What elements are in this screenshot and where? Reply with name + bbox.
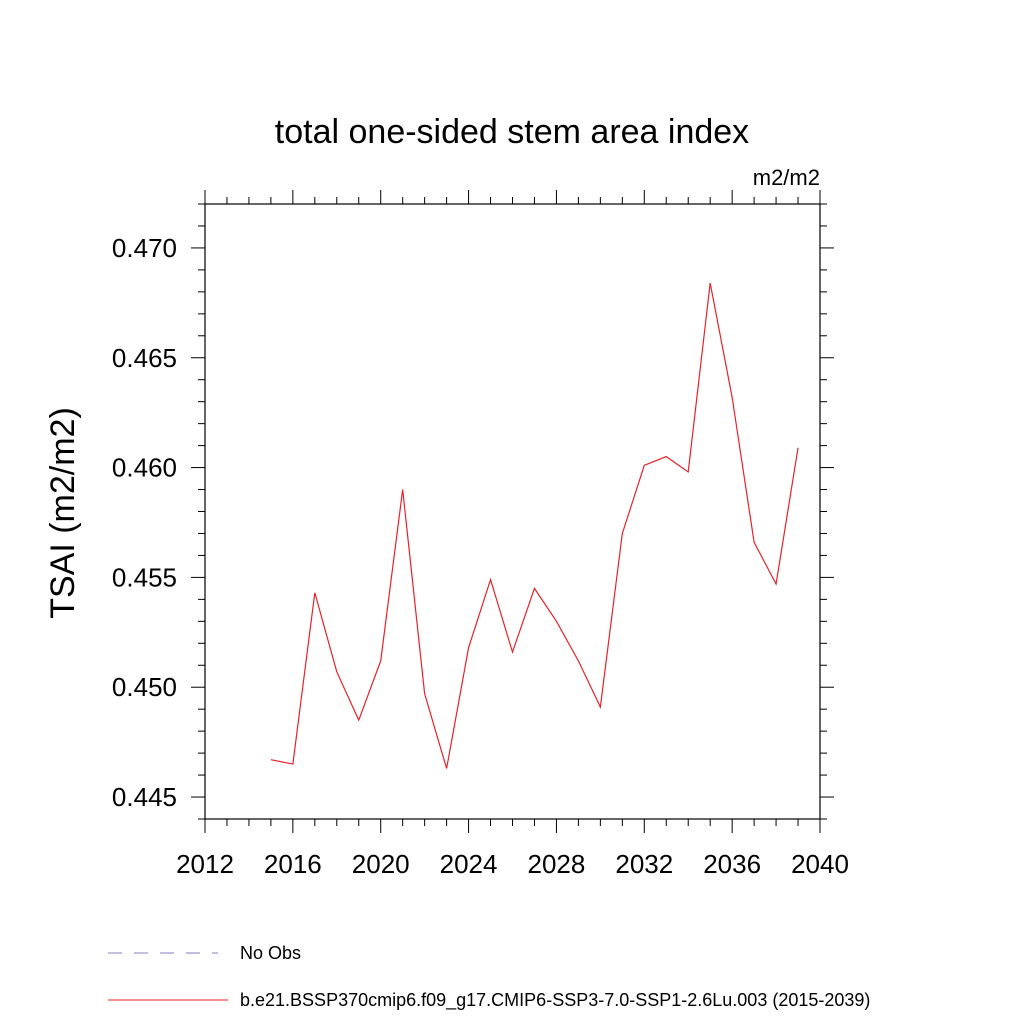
y-tick-label: 0.455 — [112, 562, 177, 592]
axis-ticks — [191, 190, 834, 833]
legend: No Obs b.e21.BSSP370cmip6.f09_g17.CMIP6-… — [108, 943, 870, 1011]
series-line-1 — [270, 282, 799, 769]
tick-labels: 2012 2016 2020 2024 2028 2032 2036 2040 0.445 0.4… — [112, 233, 849, 879]
legend-label-model: b.e21.BSSP370cmip6.f09_g17.CMIP6-SSP3-7.… — [240, 990, 870, 1011]
y-tick-label: 0.450 — [112, 672, 177, 702]
y-tick-label: 0.465 — [112, 343, 177, 373]
y-tick-label: 0.460 — [112, 453, 177, 483]
x-tick-label: 2020 — [352, 849, 410, 879]
units-label: m2/m2 — [753, 165, 820, 190]
legend-label-no-obs: No Obs — [240, 943, 301, 963]
x-tick-label: 2016 — [264, 849, 322, 879]
y-tick-label: 0.445 — [112, 782, 177, 812]
x-tick-label: 2036 — [703, 849, 761, 879]
x-tick-label: 2028 — [528, 849, 586, 879]
y-axis-label: TSAI (m2/m2) — [44, 407, 82, 619]
x-tick-label: 2024 — [440, 849, 498, 879]
series-layer — [270, 282, 799, 769]
y-tick-label: 0.470 — [112, 233, 177, 263]
x-tick-label: 2032 — [615, 849, 673, 879]
x-tick-label: 2012 — [176, 849, 234, 879]
chart-title: total one-sided stem area index — [275, 113, 749, 151]
x-tick-label: 2040 — [791, 849, 849, 879]
